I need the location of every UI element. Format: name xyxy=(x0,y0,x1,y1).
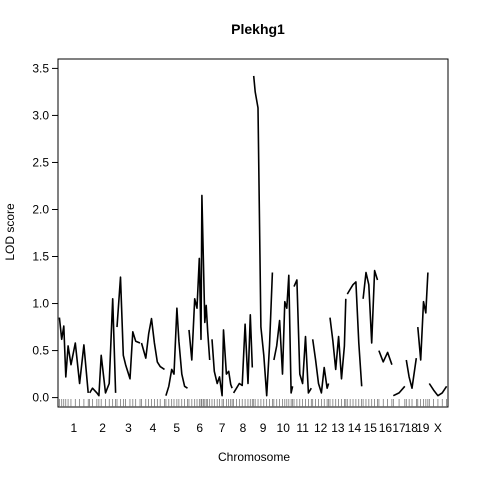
x-axis-label: Chromosome xyxy=(218,450,290,464)
lod-line-chr-10 xyxy=(273,274,294,394)
lod-line-chr-11 xyxy=(293,279,312,394)
y-tick-label: 2.5 xyxy=(32,155,49,169)
y-tick-label: 0.0 xyxy=(32,391,49,405)
x-tick-label: 7 xyxy=(219,421,226,435)
lod-line-chr-13 xyxy=(329,298,347,380)
lod-line-chr-8 xyxy=(232,313,254,394)
lod-line-chr-3 xyxy=(116,276,141,380)
x-tick-label: 9 xyxy=(260,421,267,435)
x-tick-label: 19 xyxy=(416,421,430,435)
y-tick-label: 1.5 xyxy=(32,250,49,264)
lod-line-chr-4 xyxy=(140,317,165,371)
lod-line-chr-1 xyxy=(58,317,89,393)
y-tick-label: 3.0 xyxy=(32,108,49,122)
lod-line-chr-17 xyxy=(392,385,406,397)
x-tick-label: 10 xyxy=(277,421,291,435)
lod-line-chr-X xyxy=(428,383,448,397)
x-tick-label: 14 xyxy=(348,421,362,435)
lod-line-chr-2 xyxy=(89,297,117,397)
x-tick-label: 2 xyxy=(99,421,106,435)
x-tick-label: 8 xyxy=(240,421,247,435)
x-tick-label: 4 xyxy=(150,421,157,435)
x-tick-label: 6 xyxy=(196,421,203,435)
chart-title: Plekhg1 xyxy=(231,21,285,37)
y-tick-label: 1.0 xyxy=(32,297,49,311)
y-tick-label: 0.5 xyxy=(32,344,49,358)
y-axis: 0.0 0.5 1.0 1.5 2.0 2.5 3.0 3.5 xyxy=(32,61,58,405)
x-tick-label: X xyxy=(434,421,442,435)
x-tick-label: 18 xyxy=(405,421,419,435)
x-tick-label: 1 xyxy=(70,421,77,435)
marker-rug xyxy=(59,399,447,407)
x-tick-label: 12 xyxy=(314,421,328,435)
x-tick-label: 3 xyxy=(125,421,132,435)
lod-line-chr-5 xyxy=(165,307,188,396)
lod-line-chr-14 xyxy=(346,281,363,387)
plot-frame xyxy=(57,58,449,408)
y-tick-label: 2.0 xyxy=(32,202,49,216)
x-tick-label: 11 xyxy=(296,421,309,435)
lod-line-chr-9 xyxy=(252,75,274,397)
y-axis-label: LOD score xyxy=(3,203,17,261)
x-tick-label: 15 xyxy=(364,421,378,435)
lod-line-chr-15 xyxy=(362,269,379,344)
lod-line-chr-7 xyxy=(211,329,233,397)
lod-line-chr-18 xyxy=(405,357,418,390)
lod-line-chr-6 xyxy=(188,194,211,361)
lod-line-chr-12 xyxy=(311,339,330,394)
x-tick-label: 5 xyxy=(173,421,180,435)
x-tick-label: 16 xyxy=(379,421,393,435)
y-tick-label: 3.5 xyxy=(32,61,49,75)
lod-line-chr-19 xyxy=(417,272,429,361)
x-tick-label: 13 xyxy=(331,421,345,435)
x-tick-label: 17 xyxy=(392,421,406,435)
lod-line-chr-16 xyxy=(378,350,393,365)
lod-curves xyxy=(58,75,448,397)
